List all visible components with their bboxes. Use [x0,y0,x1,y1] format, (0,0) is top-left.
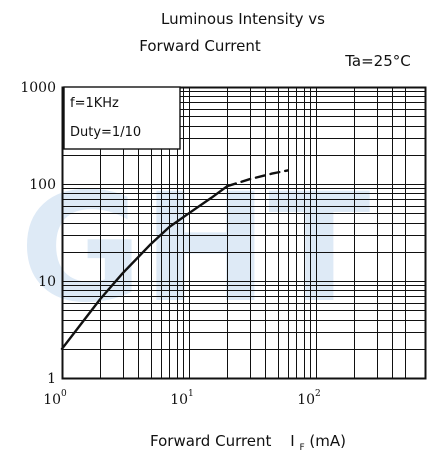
x-axis-label-unit: (mA) [309,432,346,450]
plot-frame [61,86,427,380]
x-tick-label: 102 [297,389,321,408]
series-line-2-dashed [226,169,289,188]
chart-title-line2: Forward Current [139,37,261,55]
legend-line-1: f=1KHz [70,96,119,111]
legend-line-2: Duty=1/10 [70,125,141,140]
legend-box: f=1KHz Duty=1/10 [63,86,181,150]
x-axis-label: Forward Current I F (mA) [150,432,346,454]
series-layer [60,169,289,350]
y-tick-label: 10 [38,274,56,290]
x-tick-label: 101 [170,389,194,408]
series-line-1-solid [60,185,229,350]
chart-title-line1: Luminous Intensity vs [161,10,325,28]
x-tick-label: 100 [43,389,67,408]
condition-label: Ta=25°C [344,52,411,70]
y-tick-label: 1000 [20,80,56,96]
y-tick-label: 100 [29,177,56,193]
watermark: GHT [20,162,371,336]
x-axis-label-symbol: I [290,432,294,450]
y-tick-label: 1 [47,371,56,387]
x-axis-label-sub: F [299,443,304,453]
x-axis-label-text: Forward Current [150,432,272,450]
